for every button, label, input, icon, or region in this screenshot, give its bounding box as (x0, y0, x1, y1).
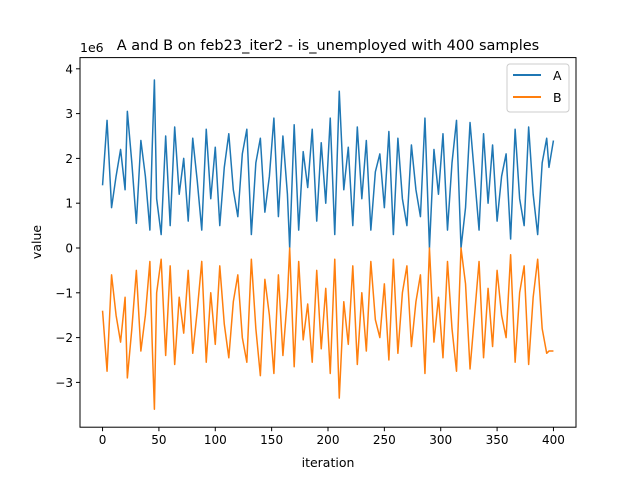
chart-title: A and B on feb23_iter2 - is_unemployed w… (117, 38, 539, 54)
x-tick-label: 200 (317, 433, 340, 447)
x-axis-label: iteration (302, 455, 355, 470)
legend: A B (506, 63, 570, 113)
plot-area: 0 50 100 150 200 250 300 350 400 −3 −2 −1 0 1 2 3 4 (55, 57, 577, 447)
y-tick-label: −3 (55, 376, 73, 390)
x-tick-label: 350 (486, 433, 509, 447)
series-line-b (101, 247, 554, 411)
x-tick-label: 100 (204, 433, 227, 447)
y-tick-label: −2 (55, 331, 73, 345)
y-tick-label: 0 (65, 242, 73, 256)
x-tick-label: 400 (542, 433, 565, 447)
legend-label-b: B (553, 90, 562, 105)
x-tick-label: 50 (151, 433, 166, 447)
legend-label-a: A (553, 68, 562, 83)
x-tick-label: 0 (99, 433, 107, 447)
x-tick-label: 250 (373, 433, 396, 447)
y-tick-label: 3 (65, 107, 73, 121)
y-tick-label: 2 (65, 152, 73, 166)
y-axis-label: value (29, 225, 44, 259)
y-tick-label: −1 (55, 286, 73, 300)
y-axis-ticks: −3 −2 −1 0 1 2 3 4 (55, 62, 80, 390)
series-layer (101, 79, 555, 411)
x-tick-label: 150 (260, 433, 283, 447)
y-offset-label: 1e6 (80, 40, 104, 55)
x-axis-ticks: 0 50 100 150 200 250 300 350 400 (99, 427, 565, 447)
x-tick-label: 300 (429, 433, 452, 447)
y-tick-label: 4 (65, 62, 73, 76)
y-tick-label: 1 (65, 197, 73, 211)
series-line-a (101, 79, 555, 249)
